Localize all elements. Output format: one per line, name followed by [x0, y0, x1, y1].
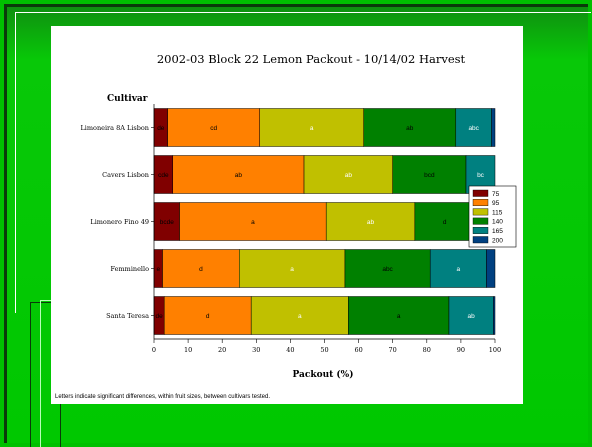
footnote: Letters indicate significant differences… [55, 394, 270, 400]
bar-segment [250, 296, 349, 335]
bar-segment [162, 249, 240, 288]
legend-swatch [472, 208, 489, 216]
decorative-bracket [40, 300, 41, 447]
bar-significance-label: cde [158, 172, 169, 179]
bar-significance-label: a [251, 219, 255, 226]
chart-panel: 2002-03 Block 22 Lemon Packout - 10/14/0… [51, 26, 523, 404]
bar-significance-label: bcd [424, 172, 435, 179]
legend-swatch [472, 226, 489, 234]
legend-label: 95 [492, 200, 500, 207]
x-axis-title: Packout (%) [293, 369, 354, 380]
legend-label: 115 [492, 209, 503, 216]
y-tick-label: Femminello [110, 265, 149, 273]
legend-label: 140 [492, 219, 503, 226]
legend-swatch [472, 189, 489, 197]
bar-segment [344, 249, 431, 288]
bar-segment [363, 108, 457, 147]
bar-significance-label: d [443, 219, 447, 226]
y-tick-label: Cavers Lisbon [102, 171, 149, 179]
y-tick-label: Santa Teresa [106, 312, 149, 320]
chart-title: 2002-03 Block 22 Lemon Packout - 10/14/0… [157, 52, 466, 66]
y-tick-label: Limoneira 8A Lisbon [80, 124, 149, 132]
bar-segment [348, 296, 450, 335]
bar-significance-label: a [457, 266, 461, 273]
bar-significance-label: d [199, 266, 203, 273]
bar-segment [325, 202, 416, 241]
bar-segment [179, 202, 327, 241]
bar-significance-label: abc [468, 125, 479, 132]
bar-significance-label: bc [477, 172, 485, 179]
x-tick-label: 50 [320, 346, 328, 354]
bar-significance-label: a [290, 266, 294, 273]
legend-label: 200 [492, 237, 503, 244]
bar-significance-label: ab [235, 172, 243, 179]
decorative-bracket [30, 302, 31, 447]
x-tick-label: 20 [218, 346, 226, 354]
y-axis-title: Cultivar [107, 94, 148, 104]
bar-segment [259, 108, 364, 147]
bar-significance-label: ab [468, 313, 476, 320]
bar-segment [163, 296, 252, 335]
bar-segment [455, 108, 492, 147]
legend-label: 165 [492, 228, 503, 235]
bar-segment [414, 202, 475, 241]
x-tick-label: 100 [489, 346, 501, 354]
bar-significance-label: d [206, 313, 210, 320]
x-tick-label: 0 [152, 346, 156, 354]
bar-significance-label: ab [367, 219, 375, 226]
bar-segment [239, 249, 346, 288]
legend-label: 75 [492, 191, 500, 198]
legend-swatch [472, 217, 489, 225]
bar-segment [172, 155, 305, 194]
bar-significance-label: cd [210, 125, 217, 132]
bar-segment [448, 296, 494, 335]
axes-group: Limoneira 8A Lisbon Cavers Lisbon Limonero… [80, 104, 501, 354]
x-tick-label: 40 [286, 346, 294, 354]
bar-significance-label: abc [382, 266, 393, 273]
bar-significance-label: de [155, 313, 163, 320]
legend-swatch [472, 199, 489, 207]
stacked-bar-chart: 2002-03 Block 22 Lemon Packout - 10/14/0… [55, 52, 517, 400]
bar-significance-label: ab [345, 172, 353, 179]
bars-group: decdaababccdeababbcdbcbcdeaabdcedaabcade… [153, 108, 496, 335]
x-tick-label: 60 [354, 346, 362, 354]
bar-segment [429, 249, 487, 288]
x-tick-label: 70 [389, 346, 397, 354]
bar-segment [493, 296, 496, 335]
y-tick-label: Limonero Fino 49 [90, 218, 149, 226]
bar-significance-label: e [156, 266, 160, 273]
bar-segment [167, 108, 260, 147]
slide-inner-frame [15, 12, 591, 313]
x-tick-label: 30 [252, 346, 260, 354]
legend-swatch [472, 236, 489, 244]
bar-significance-label: bcde [160, 219, 174, 226]
bar-segment [491, 108, 496, 147]
bar-significance-label: ab [406, 125, 414, 132]
x-tick-label: 90 [457, 346, 465, 354]
bar-significance-label: a [397, 313, 401, 320]
bar-segment [486, 249, 496, 288]
bar-segment [392, 155, 467, 194]
bar-significance-label: a [298, 313, 302, 320]
bar-significance-label: a [310, 125, 314, 132]
legend: 75 95 115 140 165 200 [468, 185, 517, 248]
bar-significance-label: de [157, 125, 165, 132]
x-tick-label: 10 [184, 346, 192, 354]
x-tick-label: 80 [423, 346, 431, 354]
